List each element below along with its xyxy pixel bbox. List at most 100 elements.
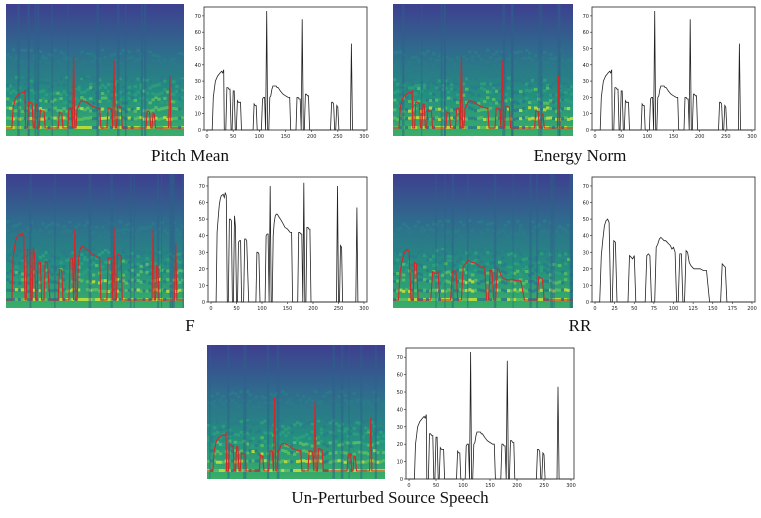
- spectrogram-band: [405, 230, 409, 234]
- spectrogram-band: [534, 268, 538, 272]
- spectrogram-band: [278, 432, 282, 436]
- spectrogram-band: [426, 73, 430, 77]
- spectrogram-band: [6, 87, 10, 91]
- spectrogram-band: [210, 420, 214, 423]
- spectrogram-band: [516, 91, 520, 95]
- spectrogram-band: [65, 109, 69, 113]
- spectrogram-band: [86, 221, 90, 224]
- spectrogram-band: [118, 288, 123, 292]
- y-tick-label: 50: [583, 217, 589, 223]
- spectrogram-band: [525, 82, 529, 86]
- spectrogram-band: [456, 250, 460, 254]
- spectrogram-band: [486, 117, 490, 121]
- x-tick-label: 100: [669, 306, 679, 312]
- spectrogram-band: [103, 245, 108, 249]
- spectrogram-band: [516, 219, 520, 223]
- spectrogram-band: [293, 416, 297, 420]
- spectrogram-band: [142, 250, 146, 254]
- spectrogram-band: [23, 262, 28, 266]
- spectrogram-band: [230, 413, 235, 417]
- spectrogram-band: [411, 280, 415, 284]
- spectrogram-band: [142, 241, 146, 245]
- spectrogram-band: [260, 459, 264, 463]
- spectrogram-band: [405, 239, 409, 243]
- spectrogram-band: [100, 96, 105, 100]
- spectrogram-band: [9, 233, 13, 237]
- spectrogram-band: [537, 223, 541, 227]
- spectrogram-band: [304, 442, 309, 446]
- spectrogram-band: [56, 223, 60, 227]
- spectrogram-band: [35, 257, 40, 261]
- spectrogram-band: [504, 249, 508, 253]
- spectrogram-band: [47, 53, 51, 57]
- spectrogram-band: [456, 66, 460, 70]
- spectrogram-band: [543, 279, 547, 283]
- spectrogram-band: [154, 93, 158, 97]
- spectrogram-band: [41, 55, 45, 59]
- spectrogram-band: [71, 298, 75, 301]
- x-tick-label: 250: [333, 134, 343, 140]
- spectrogram-band: [210, 401, 214, 405]
- spectrogram-band: [269, 469, 273, 472]
- spectrogram-band: [301, 395, 306, 399]
- spectrogram-band: [299, 469, 303, 472]
- spectrogram-band: [367, 428, 371, 432]
- spectrogram-band: [561, 281, 565, 285]
- spectrogram-band: [166, 233, 170, 237]
- spectrogram-band: [257, 405, 261, 409]
- spectrogram-band: [417, 126, 421, 129]
- spectrogram-stripe: [117, 4, 120, 136]
- spectrogram-band: [465, 281, 469, 285]
- spectrogram-band: [245, 390, 249, 394]
- spectrogram-band: [373, 441, 377, 445]
- spectrogram-band: [411, 255, 415, 259]
- spectrogram-band: [47, 117, 51, 121]
- spectrogram-band: [447, 82, 451, 86]
- spectrogram-band: [471, 72, 475, 76]
- spectrogram-band: [95, 264, 99, 267]
- spectrogram-band: [263, 401, 267, 405]
- spectrogram-band: [546, 231, 550, 235]
- pitch-contour: [393, 55, 573, 129]
- spectrogram-band: [522, 69, 526, 73]
- spectrogram-band: [346, 419, 350, 423]
- spectrogram-band: [307, 459, 312, 463]
- spectrogram-band: [17, 281, 22, 285]
- spectrogram-band: [103, 116, 108, 120]
- spectrogram-band: [396, 50, 400, 54]
- spectrogram-band: [507, 265, 511, 269]
- spectrogram-band: [178, 67, 182, 71]
- spectrogram-band: [349, 432, 353, 436]
- spectrogram-band: [151, 54, 155, 57]
- spectrogram-band: [337, 459, 341, 463]
- spectrogram-band: [540, 268, 544, 272]
- spectrogram-band: [98, 57, 102, 61]
- spectrogram-band: [402, 289, 406, 293]
- spectrogram-band: [462, 246, 466, 250]
- spectrogram-band: [221, 460, 226, 464]
- spectrogram-band: [441, 116, 445, 120]
- spectrogram-band: [296, 450, 300, 454]
- spectrogram-band: [77, 265, 81, 269]
- spectrogram-band: [44, 298, 48, 301]
- spectrogram-band: [307, 437, 312, 440]
- spectrogram-band: [483, 65, 487, 69]
- spectrogram-band: [118, 256, 123, 260]
- spectrogram-band: [379, 430, 383, 434]
- spectrogram-band: [468, 64, 472, 68]
- spectrogram-band: [115, 278, 120, 282]
- spectrogram-band: [92, 231, 96, 235]
- spectrogram-band: [438, 54, 442, 58]
- spectrogram-band: [121, 248, 126, 252]
- spectrogram-band: [284, 434, 288, 438]
- spectrogram-band: [80, 91, 84, 95]
- spectrogram-band: [118, 109, 123, 113]
- spectrogram-band: [343, 413, 347, 417]
- spectrogram-band: [570, 92, 573, 96]
- spectrogram-band: [325, 444, 330, 448]
- spectrogram-stripe: [444, 174, 446, 308]
- spectrogram-band: [456, 229, 460, 233]
- spectrogram-band: [221, 401, 226, 405]
- spectrogram-band: [492, 221, 496, 225]
- spectrogram-band: [56, 91, 60, 95]
